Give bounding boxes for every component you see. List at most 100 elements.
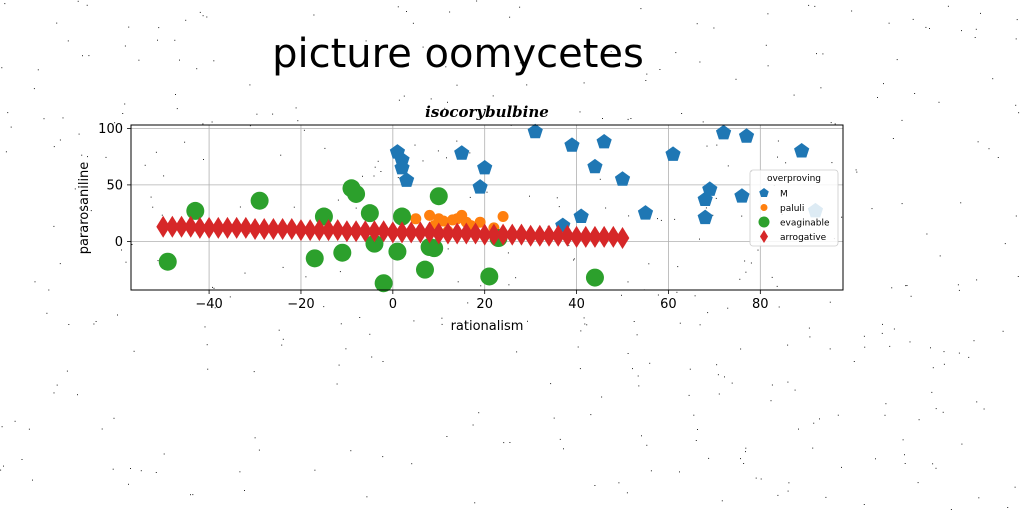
speckle-dot [278,329,280,331]
speckle-dot [516,351,518,353]
data-point [472,179,488,194]
speckle-dot [377,160,379,162]
x-tick-label: 0 [389,297,397,312]
speckle-dot [447,101,448,103]
speckle-dot [373,175,375,177]
speckle-dot [157,39,158,41]
speckle-dot [46,312,48,314]
speckle-dot [901,203,903,205]
speckle-dot [150,196,152,198]
speckle-dot [648,263,650,265]
data-point [376,220,391,243]
figure-suptitle: picture oomycetes [272,31,644,77]
speckle-dot [114,122,116,124]
speckle-dot [526,84,528,86]
speckle-dot [398,99,400,101]
speckle-dot [1014,486,1016,488]
speckle-dot [527,320,528,322]
speckle-dot [599,178,601,180]
speckle-dot [249,84,251,86]
speckle-dot [932,367,934,369]
data-point [174,215,189,238]
speckle-dot [5,151,7,153]
x-tick-label: 60 [660,297,677,312]
speckle-dot [568,245,570,247]
speckle-dot [829,301,831,303]
speckle-dot [204,326,206,328]
speckle-dot [130,468,131,469]
data-point [193,216,207,239]
speckle-dot [871,208,873,210]
data-point [183,215,198,238]
speckle-dot [457,281,459,283]
speckle-dot [105,156,107,158]
speckle-dot [602,118,603,119]
speckle-dot [87,156,88,158]
speckle-dot [727,307,729,309]
x-axis-label: rationalism [451,319,524,334]
speckle-dot [161,214,163,216]
speckle-dot [157,260,159,262]
speckle-dot [345,348,347,350]
speckle-dot [649,362,651,364]
speckle-dot [371,356,373,358]
speckle-dot [717,374,719,376]
speckle-dot [978,497,980,499]
speckle-dot [56,384,58,386]
speckle-dot [90,210,92,212]
speckle-dot [397,6,399,8]
speckle-dot [968,356,970,358]
speckle-dot [837,414,839,416]
speckle-dot [78,133,80,135]
speckle-dot [32,479,33,481]
speckle-dot [813,422,815,424]
speckle-dot [1015,38,1017,40]
speckle-dot [469,196,471,198]
speckle-dot [53,225,55,227]
data-point [333,243,352,262]
speckle-dot [579,368,581,370]
speckle-dot [657,218,658,220]
data-point [250,191,269,210]
speckle-dot [403,95,405,97]
speckle-dot [646,73,648,75]
speckle-dot [745,451,746,453]
speckle-dot [794,389,796,391]
legend-marker [760,204,768,211]
speckle-dot [121,249,122,251]
speckle-dot [414,144,416,146]
speckle-dot [831,162,833,164]
speckle-dot [909,341,911,343]
speckle-dot [627,281,629,283]
speckle-dot [3,465,4,467]
data-point [305,249,324,268]
speckle-dot [206,344,208,346]
speckle-dot [679,471,680,473]
speckle-dot [767,13,769,15]
data-point [239,216,253,239]
speckle-dot [152,206,154,208]
speckle-dot [445,66,447,68]
speckle-dot [590,414,592,416]
speckle-dot [558,206,560,208]
speckle-dot [699,238,700,240]
speckle-dot [712,214,714,216]
speckle-dot [79,207,81,209]
speckle-dot [618,482,620,484]
speckle-dot [365,40,367,42]
y-axis-label: pararosaniline [77,162,92,255]
data-point [410,213,422,225]
data-point [523,224,538,247]
speckle-dot [1007,507,1009,508]
speckle-dot [884,414,886,416]
data-point [415,260,434,279]
speckle-dot [853,361,855,362]
speckle-dot [583,82,585,84]
speckle-dot [961,30,962,32]
data-point [340,220,354,243]
speckle-dot [213,60,215,62]
speckle-dot [229,296,231,298]
data-point [527,123,543,139]
data-point [367,220,382,243]
speckle-dot [48,289,50,291]
